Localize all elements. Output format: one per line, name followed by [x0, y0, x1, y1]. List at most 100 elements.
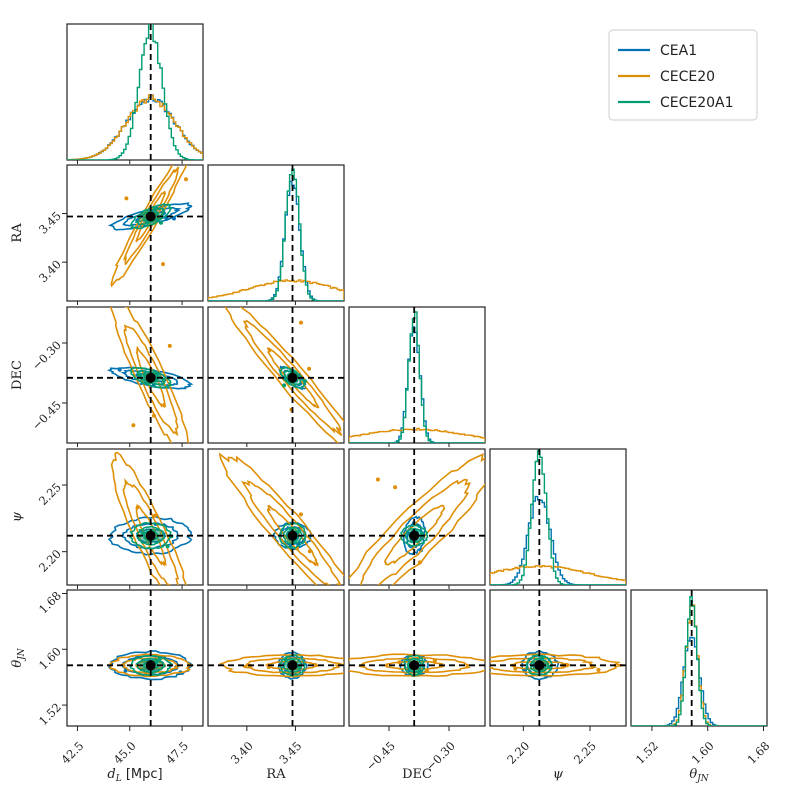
outlier-CECE20	[131, 423, 136, 428]
panel-RA-thetaJN	[207, 589, 345, 727]
outlier-CECE20A1	[159, 220, 163, 225]
histogram-CEA1	[490, 495, 626, 585]
contour-CECE20-level-2	[241, 480, 342, 585]
panel-frame	[66, 306, 204, 444]
outlier-CECE20	[152, 413, 156, 418]
y-tick-label: 3.40	[36, 257, 64, 285]
outlier-CECE20	[425, 669, 429, 673]
x-tick-label: 47.5	[163, 739, 191, 767]
truth-point	[287, 530, 298, 541]
histogram-CECE20A1	[349, 311, 485, 443]
panel-frame	[207, 164, 345, 302]
y-axis-label-DEC: DEC	[10, 360, 25, 390]
contour-CECE20-level-3	[490, 653, 624, 677]
histogram-CECE20	[208, 279, 344, 301]
outlier-CECE20A1	[283, 657, 288, 662]
contour-CECE20A1-level-3	[525, 653, 554, 677]
panel-dL-thetaJN	[66, 589, 204, 727]
legend-box	[608, 29, 758, 121]
y-tick-label: 2.20	[36, 547, 64, 575]
panel-frame	[66, 23, 204, 161]
y-tick-label: 1.68	[36, 589, 64, 617]
x-axis-label-dL: dL [Mpc]	[107, 767, 162, 784]
outlier-CECE20	[152, 513, 157, 518]
legend-label-CEA1: CEA1	[660, 43, 697, 59]
outlier-CECE20	[124, 196, 129, 201]
outlier-CECE20A1	[416, 670, 421, 675]
x-tick-label: 2.20	[504, 739, 532, 767]
x-tick-label: 1.68	[744, 739, 772, 767]
outlier-CECE20A1	[303, 379, 307, 384]
outlier-CECE20A1	[152, 206, 157, 211]
x-tick-label: 2.25	[571, 739, 599, 767]
contour-CECE20-level-2	[122, 478, 180, 585]
y-axis-label-psi: ψ	[10, 511, 25, 522]
panel-RA-psi	[207, 448, 345, 586]
panel-dL-DEC	[66, 306, 204, 444]
truth-point	[145, 372, 156, 383]
truth-point	[409, 660, 420, 671]
legend: CEA1 CECE20 CECE20A1	[608, 29, 758, 121]
y-axis-label-thetaJN: θJN	[10, 647, 27, 667]
outlier-CECE20	[343, 661, 344, 666]
histogram-CECE20	[349, 427, 485, 443]
x-tick-label: 3.40	[228, 739, 256, 767]
panel-frame	[66, 589, 204, 727]
contour-CEA1-level-3	[107, 515, 193, 556]
legend-label-CECE20A1: CECE20A1	[660, 95, 734, 111]
x-tick-label: 45.0	[111, 739, 139, 767]
contour-CECE20-level-1	[266, 504, 319, 567]
outlier-CECE20	[432, 658, 437, 663]
panel-RA-DEC	[207, 306, 345, 444]
truth-point	[409, 530, 420, 541]
contour-CECE20-level-2	[122, 166, 180, 266]
histogram-DEC	[348, 306, 486, 444]
x-tick-label: −0.45	[363, 739, 398, 774]
histogram-CECE20A1	[631, 596, 767, 726]
contour-CEA1-level-3	[402, 515, 426, 556]
contour-CECE20-level-2	[242, 319, 343, 436]
outlier-CECE20	[298, 512, 303, 517]
panel-DEC-thetaJN	[348, 589, 486, 727]
truth-point	[145, 211, 156, 222]
contour-CECE20-level-3	[224, 307, 344, 443]
contour-CECE20-level-1	[383, 504, 446, 566]
histogram-CEA1	[349, 326, 485, 443]
histogram-dL	[66, 23, 204, 161]
histogram-RA	[207, 164, 345, 302]
outlier-CECE20	[184, 177, 188, 182]
outlier-CEA1	[117, 367, 122, 372]
contour-CECE20-level-3	[110, 165, 188, 288]
outlier-CECE20A1	[540, 655, 545, 660]
x-tick-label: 3.45	[276, 739, 304, 767]
contour-CECE20A1-level-2	[136, 525, 166, 546]
panel-frame	[66, 164, 204, 302]
contour-CECE20-level-2	[123, 324, 179, 437]
truth-point	[287, 660, 298, 671]
contour-CECE20A1-level-2	[283, 657, 302, 674]
panel-frame	[348, 306, 486, 444]
outlier-CECE20	[596, 668, 601, 672]
panel-frame	[207, 306, 345, 444]
outlier-CECE20	[397, 660, 402, 665]
y-tick-label: −0.45	[29, 398, 64, 433]
panel-dL-psi	[66, 448, 204, 586]
outlier-CEA1	[123, 668, 128, 673]
panel-psi-thetaJN	[489, 589, 627, 727]
contour-CECE20-level-3	[349, 453, 485, 585]
histogram-CECE20A1	[67, 24, 203, 160]
outlier-CECE20A1	[546, 664, 551, 669]
contour-CECE20-level-3	[218, 452, 344, 585]
truth-point	[145, 530, 156, 541]
histogram-CEA1	[208, 180, 344, 301]
x-axis-label-RA: RA	[266, 767, 286, 782]
histogram-CECE20A1	[208, 168, 344, 301]
panel-frame	[489, 448, 627, 586]
outlier-CECE20	[417, 560, 422, 565]
y-tick-label: −0.30	[29, 338, 64, 373]
outlier-CECE20A1	[419, 531, 424, 536]
contour-CECE20-level-1	[135, 345, 167, 409]
truth-point	[145, 660, 156, 671]
contour-CECE20-level-3	[109, 307, 190, 443]
